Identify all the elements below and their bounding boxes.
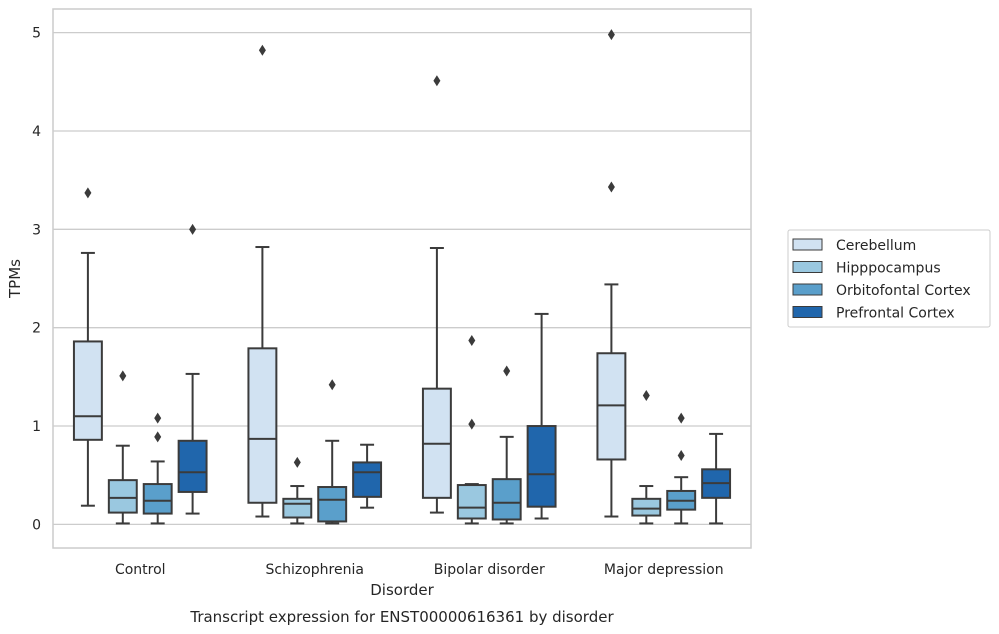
chart-caption: Transcript expression for ENST0000061636… [189,608,614,626]
y-tick-label: 0 [32,517,41,533]
box-body [631,497,662,517]
outlier-point [433,75,441,87]
box-body [107,479,138,514]
box-2-2 [282,456,313,525]
box-1-4 [177,223,208,515]
outlier-point [468,418,476,430]
x-axis-label: Disorder [370,581,434,599]
legend-swatch [792,238,823,251]
outlier-point [607,29,615,41]
legend-frame [787,229,991,328]
outlier-point [677,450,685,462]
outlier-point [468,334,476,346]
y-tick-label: 4 [32,124,41,140]
boxes [72,29,732,525]
legend-label: Orbitofontal Cortex [836,283,971,299]
box-body [177,439,208,493]
box-body [352,461,383,498]
outlier-point [677,412,685,424]
box-2-1 [247,44,278,518]
outlier-point [189,223,197,235]
legend-label: Prefrontal Cortex [836,306,955,322]
box-4-1 [596,29,627,518]
outlier-point [503,365,511,377]
outlier-point [642,390,650,402]
box-4-4 [701,432,732,525]
outlier-point [154,412,162,424]
legend-swatch [792,283,823,296]
outlier-point [84,187,92,199]
box-3-1 [421,75,452,514]
plot-area-frame [52,8,752,549]
y-axis-ticks: 0 1 2 3 4 5 [32,26,41,534]
box-4-3 [666,412,697,525]
y-axis-label: TPMs [6,259,24,299]
y-tick-label: 5 [32,26,41,42]
x-tick-label: Bipolar disorder [434,562,545,578]
box-body [317,486,348,523]
box-3-4 [526,312,557,520]
box-body [282,497,313,519]
outlier-point [328,379,336,391]
y-tick-label: 2 [32,321,41,337]
box-3-2 [456,334,487,525]
y-tick-label: 1 [32,419,41,435]
outlier-point [119,370,127,382]
box-body [491,478,522,521]
box-4-2 [631,390,662,525]
legend-label: Cerebellum [836,238,916,254]
box-body [142,483,173,515]
outlier-point [258,44,266,56]
box-3-3 [491,365,522,525]
x-tick-label: Schizophrenia [266,562,364,578]
box-1-2 [107,370,138,525]
box-body [247,347,278,504]
outlier-point [293,456,301,468]
box-2-4 [352,443,383,509]
gridlines [53,31,751,526]
legend-label: Hipppocampus [836,261,941,277]
box-2-3 [317,379,348,525]
x-axis-ticks: Control Schizophrenia Bipolar disorder Majo… [115,562,724,578]
legend: Cerebellum Hipppocampus Orbitofontal Corte… [787,229,991,328]
y-tick-label: 3 [32,222,41,238]
legend-swatch [792,306,823,318]
box-body [72,340,103,441]
box-1-3 [142,412,173,525]
x-tick-label: Control [115,562,166,578]
x-tick-label: Major depression [604,562,724,578]
legend-swatch [792,261,823,273]
outlier-point [154,431,162,443]
box-body [456,484,487,520]
outlier-point [607,181,615,193]
box-body [526,425,557,508]
box-1-1 [72,187,103,507]
